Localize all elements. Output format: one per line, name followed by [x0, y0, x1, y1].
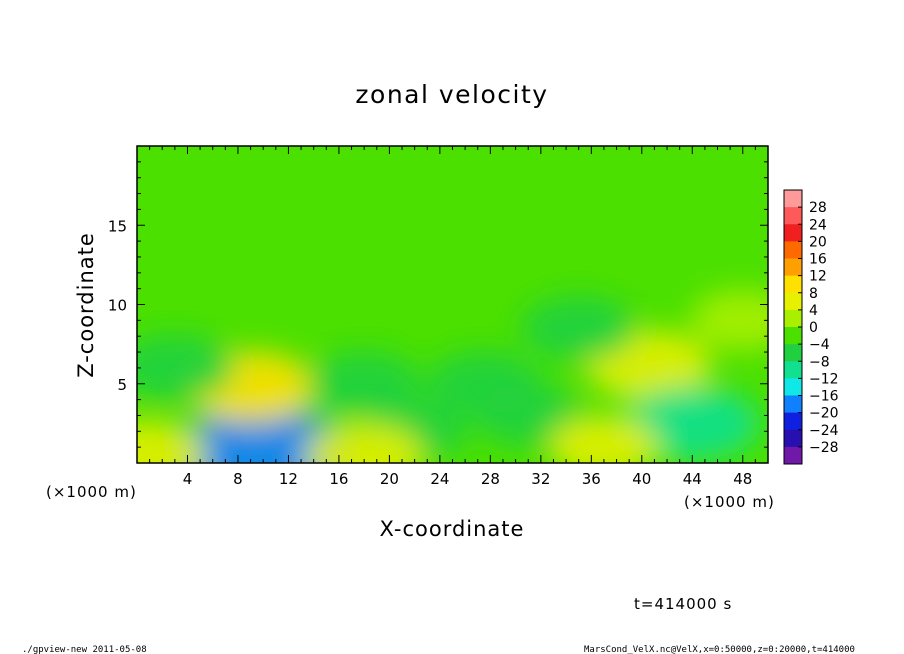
colorbar-label: −4: [809, 337, 830, 353]
x-tick-label: 12: [279, 470, 298, 488]
y-tick-label: 10: [108, 297, 127, 315]
colorbar-segment: [784, 275, 802, 294]
colorbar-label: −8: [809, 354, 830, 370]
velocity-feature: [548, 415, 659, 463]
x-tick-label: 40: [632, 470, 651, 488]
colorbar-segment: [784, 327, 802, 345]
colorbar-segment: [784, 446, 802, 465]
velocity-feature: [624, 386, 761, 461]
x-ticks: 4 8 12 16 20 24 28 32 36 40 44 48: [149, 146, 756, 488]
velocity-feature: [137, 334, 236, 402]
y-tick-label: 15: [108, 217, 127, 235]
colorbar-segment: [784, 190, 802, 208]
colorbar-label: −20: [809, 406, 839, 422]
colorbar-label: 12: [809, 269, 827, 285]
colorbar-label: 20: [809, 234, 827, 250]
colorbar-segment: [784, 207, 802, 225]
colorbar-segment: [784, 429, 802, 448]
footer-right: MarsCond_VelX.nc@VelX,x=0:50000,z=0:2000…: [584, 645, 855, 654]
colorbar-segment: [784, 412, 802, 431]
colorbar-label: −28: [809, 440, 839, 456]
x-tick-label: 44: [683, 470, 702, 488]
x-tick-label: 28: [481, 470, 500, 488]
colorbar-label: 4: [809, 303, 818, 319]
x-tick-label: 24: [430, 470, 449, 488]
velocity-feature: [303, 422, 425, 463]
x-tick-label: 4: [183, 470, 193, 488]
colorbar-label: 28: [809, 200, 827, 216]
colorbar-segment: [784, 361, 802, 379]
x-axis-units-right: (×1000 m): [684, 493, 775, 511]
x-tick-label: 32: [531, 470, 550, 488]
velocity-feature: [137, 421, 208, 463]
chart-title: zonal velocity: [355, 80, 548, 109]
x-axis-label: X-coordinate: [380, 517, 525, 541]
y-ticks: 5 10 15: [108, 161, 768, 448]
velocity-feature: [473, 383, 584, 447]
colorbar-segment: [784, 378, 802, 396]
time-label: t=414000 s: [634, 595, 732, 613]
velocity-field: [137, 289, 768, 463]
colorbar-segment: [784, 395, 802, 414]
colorbar-segment: [784, 292, 802, 311]
x-axis-units: (×1000 m): [46, 483, 137, 501]
colorbar-segment: [784, 344, 802, 362]
colorbar-label: −12: [809, 371, 839, 387]
colorbar-label: −16: [809, 389, 839, 405]
velocity-feature: [306, 351, 422, 417]
colorbar-label: 0: [809, 320, 818, 336]
x-tick-label: 20: [380, 470, 399, 488]
colorbar-label: −24: [809, 423, 839, 439]
x-tick-label: 36: [582, 470, 601, 488]
y-tick-label: 5: [117, 376, 127, 394]
y-axis-label: Z-coordinate: [74, 232, 98, 378]
colorbar-label: 8: [809, 286, 818, 302]
velocity-feature: [521, 295, 637, 361]
colorbar-segment: [784, 258, 802, 277]
x-tick-label: 8: [233, 470, 243, 488]
x-tick-label: 16: [329, 470, 348, 488]
velocity-feature: [690, 289, 768, 351]
colorbar-label: 16: [809, 252, 827, 268]
colorbar-segment: [784, 241, 802, 259]
footer-left: ./gpview-new 2011-05-08: [22, 645, 147, 654]
colorbar-segment: [784, 224, 802, 242]
x-tick-label: 48: [733, 470, 752, 488]
colorbar-segment: [784, 309, 802, 328]
colorbar-label: 24: [809, 217, 827, 233]
